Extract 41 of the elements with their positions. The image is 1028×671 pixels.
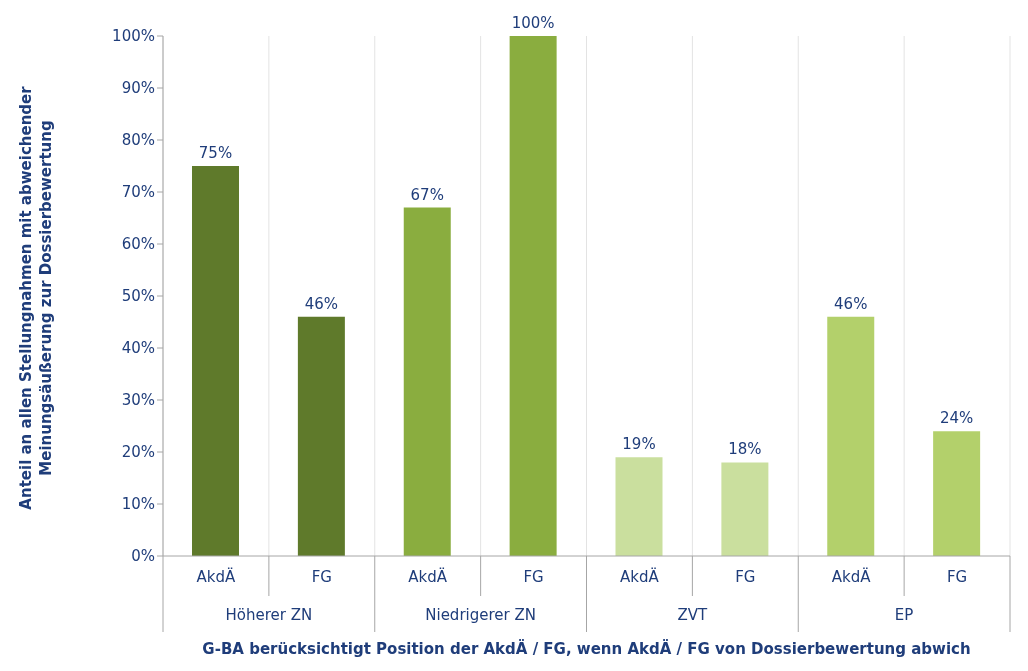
y-tick-label: 30%: [121, 391, 155, 410]
x-tick-label: AkdÄ: [831, 567, 872, 586]
x-axis-title: G-BA berücksichtigt Position der AkdÄ / FG, wenn AkdÄ / FG von Dossierbewertung abwich: [201, 640, 972, 658]
data-label: 19%: [622, 435, 656, 454]
bar: [509, 36, 557, 556]
bar: [615, 457, 663, 556]
bar: [827, 316, 875, 556]
y-tick-label: 70%: [121, 183, 155, 202]
x-tick-label: AkdÄ: [620, 567, 660, 586]
data-label: 75%: [198, 144, 233, 162]
bar: [192, 166, 239, 556]
data-label: 24%: [939, 409, 974, 428]
y-tick-label: 40%: [121, 339, 155, 358]
text: EP: [894, 606, 914, 624]
bar: [721, 462, 769, 556]
y-tick-label: 60%: [121, 235, 155, 254]
data-label: 67%: [410, 185, 444, 204]
text: ZVT: [677, 606, 709, 624]
y-tick-label: 0%: [131, 547, 155, 566]
bar: [933, 431, 981, 556]
y-axis-title: Anteil an allen Stellungnahmen mit abweichender Meinungsäußerung zur Dossierbewertung: [16, 85, 56, 512]
y-tick-label: 50%: [121, 287, 155, 306]
y-tick-label: 10%: [121, 495, 155, 514]
x-tick-label: FG: [735, 568, 756, 586]
x-tick-label: AkdÄ: [196, 567, 237, 586]
bar: [403, 207, 451, 556]
data-label: 100%: [511, 14, 555, 32]
data-label: 46%: [304, 294, 339, 313]
y-tick-label: 80%: [121, 131, 155, 150]
y-tick-label: 90%: [121, 79, 155, 98]
y-tick-label: 100%: [112, 27, 155, 46]
x-tick-label: AkdÄ: [408, 567, 448, 586]
x-tick-label: FG: [523, 568, 544, 586]
data-label: 46%: [834, 294, 868, 313]
text: Niedrigerer ZN: [425, 606, 536, 624]
bar: [297, 316, 345, 556]
x-tick-label: FG: [946, 568, 968, 586]
data-label: 18%: [728, 440, 762, 459]
y-tick-label: 20%: [121, 443, 155, 462]
x-tick-label: FG: [311, 568, 332, 586]
text: Höherer ZN: [225, 606, 313, 624]
